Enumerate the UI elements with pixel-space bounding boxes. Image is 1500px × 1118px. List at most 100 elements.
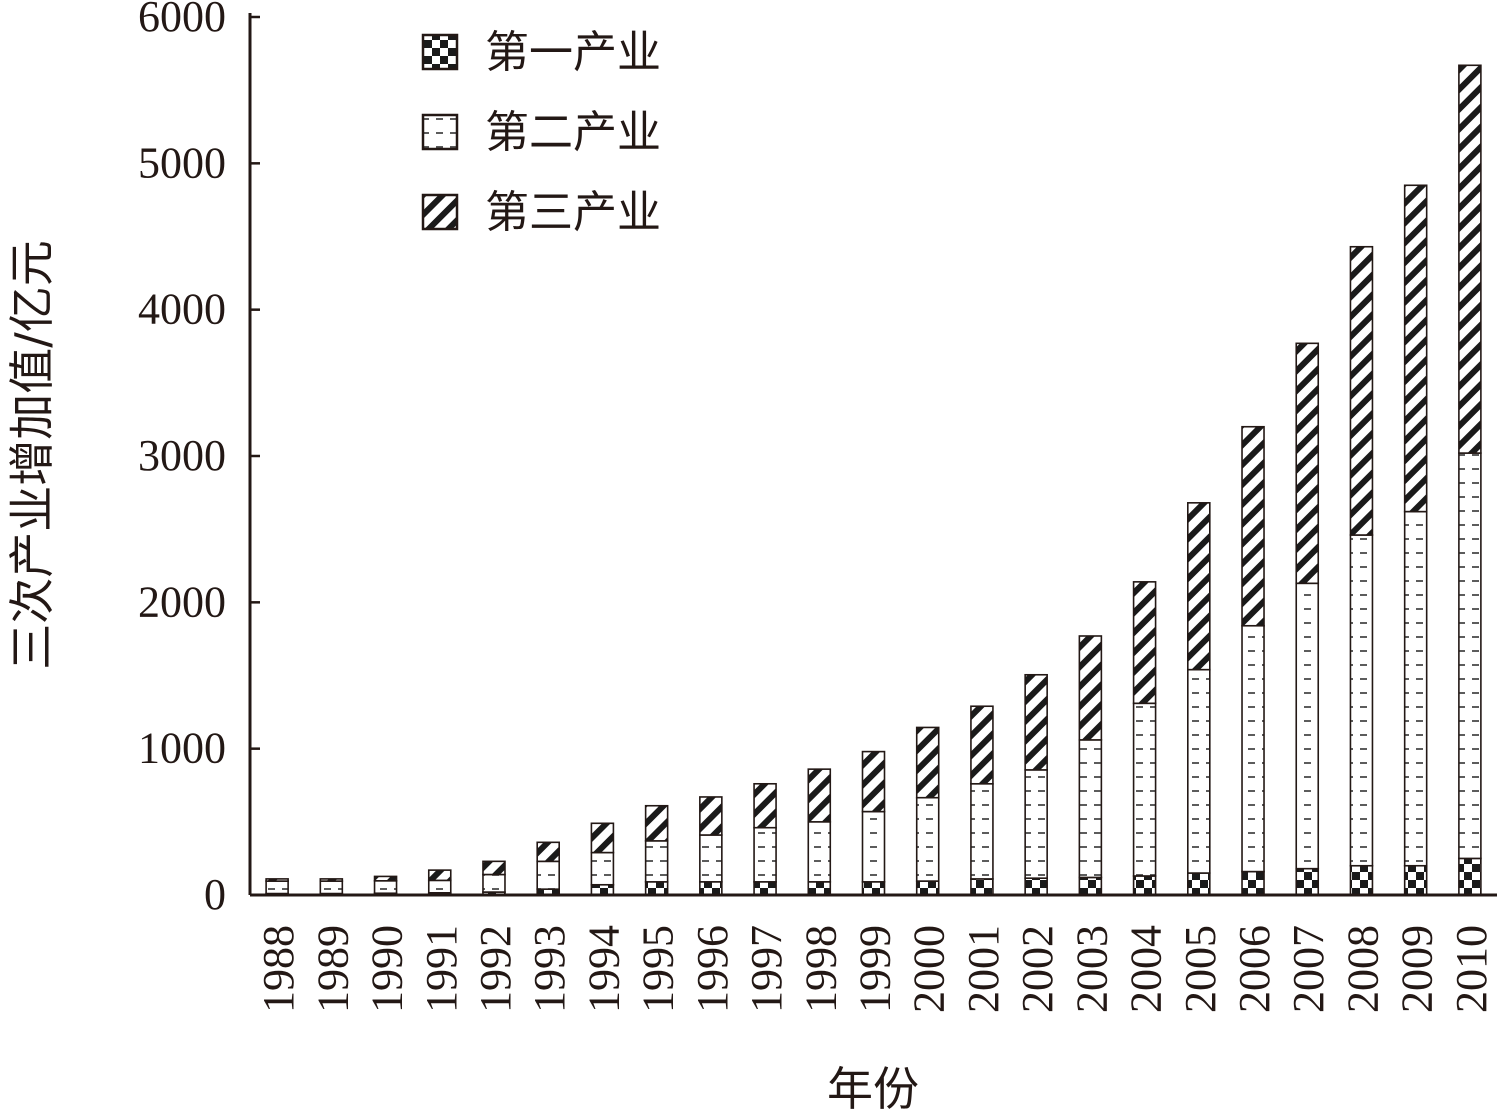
- bar-segment-3-1994: [590, 822, 615, 854]
- x-tick-label: 2009: [1393, 925, 1442, 1013]
- bar-segment-1-1996: [699, 881, 723, 896]
- bar-segment-2-2002: [1024, 769, 1048, 879]
- legend-swatch-3: [421, 193, 459, 231]
- y-axis: 0 1000 2000 3000 4000 5000 6000: [138, 0, 260, 919]
- bar-segment-2-2010: [1458, 452, 1482, 860]
- bar-segment-1-1998: [807, 881, 832, 896]
- bar-segment-1-2001: [970, 878, 994, 896]
- bar-segment-3-1999: [861, 750, 886, 813]
- bar-segment-3-2010: [1458, 64, 1482, 454]
- bar-segment-3-2003: [1078, 635, 1103, 741]
- bar-segment-2-1999: [861, 810, 886, 883]
- bar-segment-1-2007: [1295, 867, 1320, 896]
- x-tick-label: 2008: [1338, 925, 1387, 1013]
- bar-segment-3-2004: [1132, 581, 1157, 705]
- x-tick-label: 2006: [1230, 925, 1279, 1013]
- y-tick-label: 6000: [138, 0, 226, 41]
- bar-segment-2-1991: [427, 879, 452, 894]
- bar-segment-3-1988: [265, 878, 289, 882]
- bar-segment-1-1999: [861, 881, 886, 896]
- x-axis-title: 年份: [827, 1062, 919, 1116]
- bar-segment-2-2001: [970, 782, 994, 880]
- x-tick-label: 2002: [1013, 925, 1062, 1013]
- x-tick-label: 2000: [905, 925, 954, 1013]
- bar-segment-1-1997: [753, 881, 777, 896]
- x-tick-label: 1997: [742, 925, 791, 1013]
- bar-segment-2-2007: [1295, 582, 1320, 870]
- bar-segment-1-2006: [1241, 870, 1265, 896]
- bar-segment-3-1992: [482, 860, 506, 876]
- bar-segment-1-2010: [1458, 857, 1482, 896]
- y-axis-title: 三次产业增加值/亿元: [5, 240, 59, 670]
- bar-segment-1-2008: [1349, 864, 1374, 896]
- x-tick-label: 1996: [688, 925, 737, 1013]
- x-tick-label: 1989: [308, 925, 357, 1013]
- y-tick-label: 5000: [138, 138, 226, 187]
- bar-segment-2-1988: [265, 880, 289, 895]
- bar-segment-2-1989: [319, 880, 344, 895]
- y-tick-label: 2000: [138, 577, 226, 626]
- legend-label-3: 第三产业: [485, 187, 661, 238]
- bar-segment-3-1991: [427, 869, 452, 882]
- bar-segment-1-2000: [915, 880, 940, 896]
- y-tick-label: 3000: [138, 431, 226, 480]
- bar-segment-1-2009: [1403, 864, 1428, 896]
- bar-segment-2-2005: [1187, 668, 1211, 874]
- bar-segment-2-2004: [1132, 702, 1157, 877]
- legend-label-2: 第二产业: [485, 107, 661, 158]
- bar-segment-3-2006: [1241, 425, 1265, 627]
- bar-segment-2-1998: [807, 821, 832, 883]
- bar-segment-2-2008: [1349, 534, 1374, 867]
- x-tick-label: 1999: [851, 925, 900, 1013]
- bar-segment-3-2009: [1403, 184, 1428, 513]
- legend-swatch-1: [421, 33, 459, 71]
- bar-segment-3-2001: [970, 705, 994, 785]
- x-tick-label: 2007: [1284, 925, 1333, 1013]
- bar-segment-1-1994: [590, 883, 615, 896]
- bar-segment-3-2007: [1295, 342, 1320, 585]
- x-tick-label: 1998: [796, 925, 845, 1013]
- x-tick-label: 1993: [525, 925, 574, 1013]
- bar-segment-3-1996: [699, 796, 723, 836]
- bar-segment-1-2003: [1078, 876, 1103, 896]
- x-tick-label: 2010: [1447, 925, 1496, 1013]
- x-tick-label: 2003: [1067, 925, 1116, 1013]
- legend-label-1: 第一产业: [485, 27, 661, 78]
- bar-segment-2-1992: [482, 873, 506, 893]
- bar-segment-2-1995: [644, 840, 669, 883]
- legend-swatch-2: [421, 113, 459, 151]
- x-tick-label: 2005: [1176, 925, 1225, 1013]
- plot-area: [265, 64, 1482, 896]
- bar-segment-2-1993: [536, 860, 560, 890]
- bar-segment-1-2002: [1024, 877, 1048, 896]
- bar-segment-3-1993: [536, 841, 560, 863]
- y-tick-label: 4000: [138, 285, 226, 334]
- bar-segment-3-2002: [1024, 673, 1048, 771]
- bar-segment-3-2000: [915, 726, 940, 799]
- bar-segment-3-1995: [644, 804, 669, 842]
- x-tick-label: 2004: [1122, 925, 1171, 1013]
- x-tick-label: 1991: [417, 925, 466, 1013]
- bar-segment-2-1990: [373, 880, 398, 895]
- bar-segment-2-1994: [590, 851, 615, 886]
- bar-segment-2-1997: [753, 826, 777, 883]
- x-tick-label: 1992: [471, 925, 520, 1013]
- y-tick-label: 0: [204, 870, 226, 919]
- bar-segment-2-1996: [699, 834, 723, 883]
- x-tick-label: 1988: [254, 925, 303, 1013]
- x-tick-label: 1990: [363, 925, 412, 1013]
- bar-segment-3-1998: [807, 768, 832, 823]
- x-tick-label: 1995: [634, 925, 683, 1013]
- bar-segment-1-2004: [1132, 875, 1157, 896]
- y-tick-label: 1000: [138, 724, 226, 773]
- bar-segment-2-2009: [1403, 510, 1428, 867]
- bar-segment-3-1989: [319, 878, 344, 882]
- bar-segment-3-2008: [1349, 245, 1374, 536]
- bar-segment-3-1997: [753, 782, 777, 829]
- bar-segment-2-2006: [1241, 624, 1265, 873]
- bar-segment-1-2005: [1187, 872, 1211, 896]
- bar-segment-3-2005: [1187, 502, 1211, 671]
- bar-segment-1-1995: [644, 881, 669, 896]
